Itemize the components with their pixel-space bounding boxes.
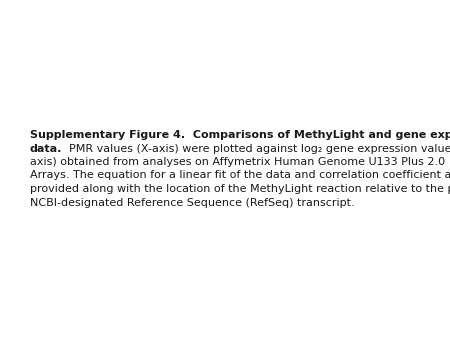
Text: axis) obtained from analyses on Affymetrix Human Genome U133 Plus 2.0: axis) obtained from analyses on Affymetr… — [30, 157, 445, 167]
Text: Supplementary Figure 4.  Comparisons of MethyLight and gene expression: Supplementary Figure 4. Comparisons of M… — [30, 130, 450, 140]
Text: data.: data. — [30, 144, 63, 153]
Text: Arrays. The equation for a linear fit of the data and correlation coefficient ar: Arrays. The equation for a linear fit of… — [30, 170, 450, 180]
Text: provided along with the location of the MethyLight reaction relative to the prox: provided along with the location of the … — [30, 184, 450, 194]
Text: PMR values (X-axis) were plotted against log₂ gene expression values (Y-: PMR values (X-axis) were plotted against… — [62, 144, 450, 153]
Text: NCBI-designated Reference Sequence (RefSeq) transcript.: NCBI-designated Reference Sequence (RefS… — [30, 197, 355, 208]
